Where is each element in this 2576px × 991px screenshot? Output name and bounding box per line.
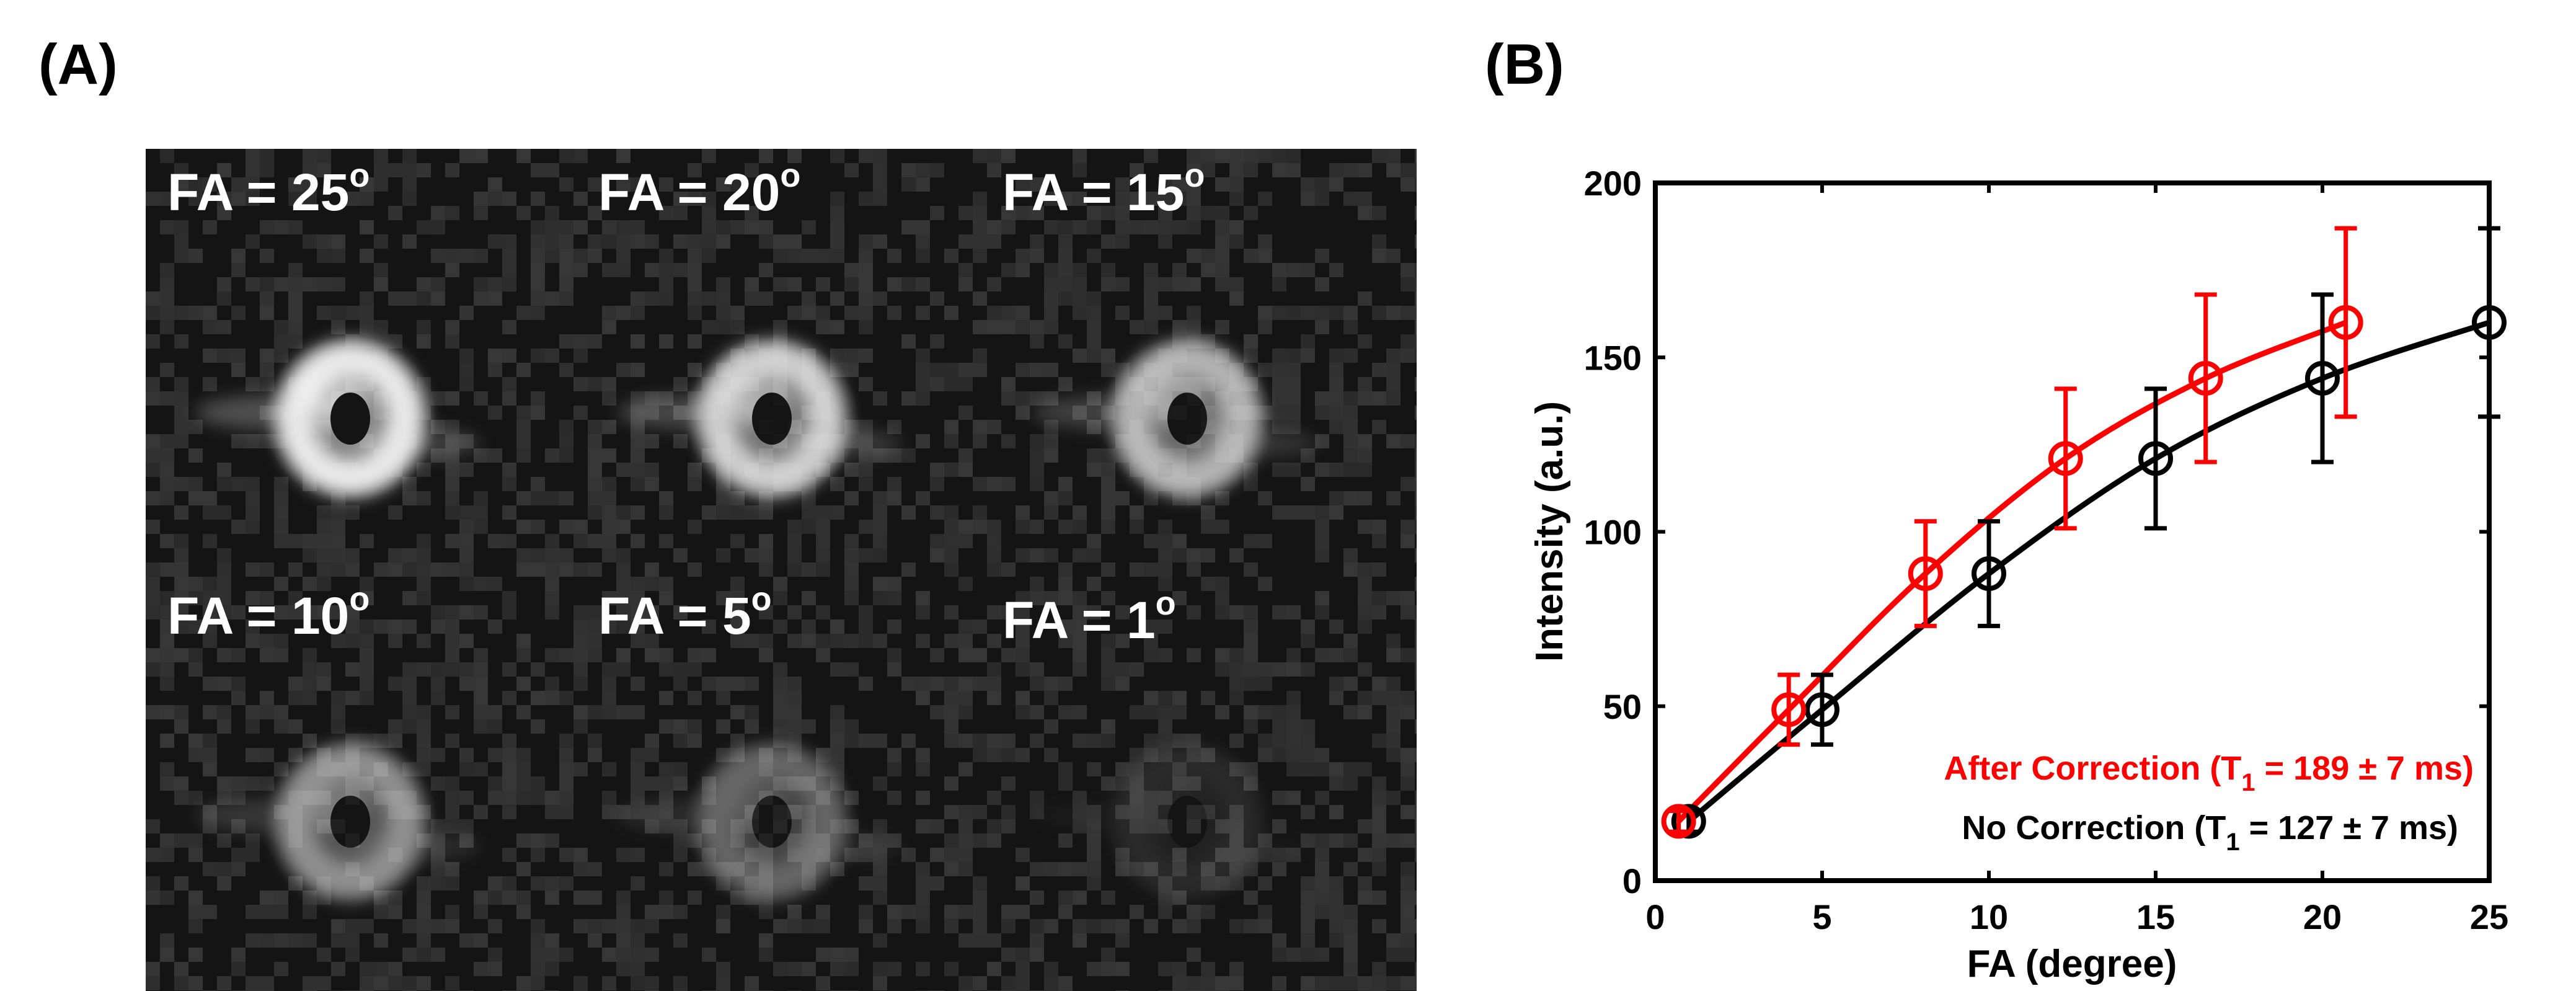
fa-label-5: FA = 5o xyxy=(598,580,772,645)
fa-label-20: FA = 20o xyxy=(598,157,801,221)
x-tick-label-20: 20 xyxy=(2303,897,2342,936)
point-no-correction-0 xyxy=(1671,804,1706,839)
point-after-correction-2 xyxy=(1908,556,1943,591)
panel-label-b: (B) xyxy=(1485,33,1564,96)
mri-tile-25 xyxy=(195,335,480,502)
point-no-correction-4 xyxy=(2305,361,2340,396)
point-no-correction-3 xyxy=(2138,441,2173,476)
legend-after-correction: After Correction (T1 = 189 ± 7 ms) xyxy=(1944,750,2474,796)
fa-label-15: FA = 15o xyxy=(1003,157,1205,221)
point-after-correction-1 xyxy=(1771,692,1807,727)
mri-tile-15 xyxy=(1032,335,1317,502)
x-tick-label-0: 0 xyxy=(1645,897,1665,936)
fit-curve-no-correction xyxy=(1686,319,2490,824)
y-tick-label-150: 150 xyxy=(1584,338,1642,377)
x-tick-label-5: 5 xyxy=(1812,897,1831,936)
point-after-correction-0 xyxy=(1661,804,1696,839)
x-axis-label: FA (degree) xyxy=(1967,943,2177,985)
mri-image-panel: FA = 25o FA = 20o FA = 15o FA = 10o FA =… xyxy=(146,149,1417,991)
fa-label-1: FA = 1o xyxy=(1003,585,1176,649)
y-tick-label-100: 100 xyxy=(1584,513,1642,552)
mri-tile-5 xyxy=(617,738,902,905)
mri-tile-20 xyxy=(617,335,902,502)
mri-tiles-canvas xyxy=(146,149,1417,991)
y-tick-label-50: 50 xyxy=(1603,687,1642,726)
axes: 0 5 10 15 20 25 0 50 100 150 200 xyxy=(1584,164,2509,936)
point-no-correction-2 xyxy=(1972,556,2006,591)
point-after-correction-4 xyxy=(2188,361,2223,396)
x-tick-label-15: 15 xyxy=(2136,897,2175,936)
fa-label-25: FA = 25o xyxy=(167,157,370,221)
point-no-correction-1 xyxy=(1805,692,1839,727)
mri-tile-1 xyxy=(1100,738,1274,905)
fa-label-10: FA = 10o xyxy=(167,580,370,645)
legend-no-correction: No Correction (T1 = 127 ± 7 ms) xyxy=(1962,809,2458,856)
x-tick-label-25: 25 xyxy=(2470,897,2508,936)
x-tick-label-10: 10 xyxy=(1970,897,2008,936)
y-tick-label-0: 0 xyxy=(1622,861,1642,900)
mri-tile-10 xyxy=(195,738,480,905)
point-after-correction-5 xyxy=(2328,305,2363,340)
y-tick-label-200: 200 xyxy=(1584,164,1642,203)
data-marks xyxy=(1661,226,2507,839)
y-axis-label: Intensity (a.u.) xyxy=(1528,401,1571,662)
panel-label-a: (A) xyxy=(38,33,118,96)
point-after-correction-3 xyxy=(2048,441,2083,476)
intensity-vs-fa-chart: 0 5 10 15 20 25 0 50 100 150 200 FA (degree) Inten… xyxy=(1528,164,2509,985)
fit-curves xyxy=(1676,319,2490,824)
